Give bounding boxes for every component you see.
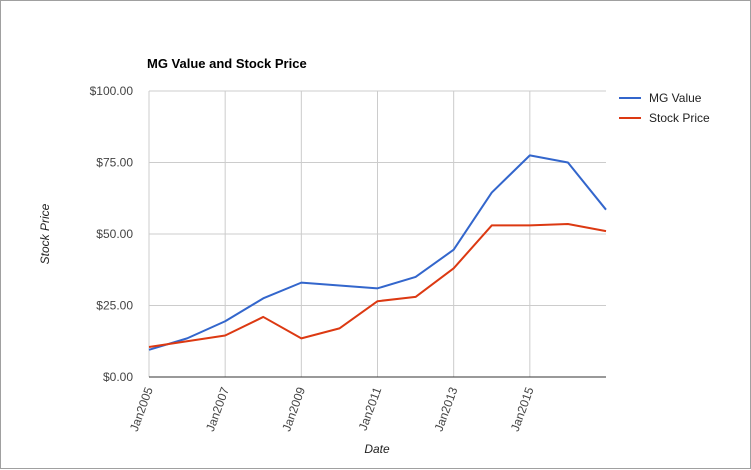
legend-label: Stock Price: [649, 111, 710, 125]
series-line-stock-price: [148, 222, 607, 348]
y-tick-label: $50.00: [96, 227, 133, 241]
x-axis-label: Date: [364, 442, 390, 456]
x-axis-ticks: Jan2005 Jan2007 Jan2009 Jan2011 Jan2013 Jan20…: [127, 385, 537, 433]
legend: MG Value Stock Price: [619, 91, 710, 125]
x-tick-label: Jan2005: [127, 385, 156, 433]
x-tick-label: Jan2011: [356, 385, 385, 433]
series-lines: [148, 154, 607, 351]
x-tick-label: Jan2009: [279, 385, 308, 433]
y-axis-ticks: $0.00 $25.00 $50.00 $75.00 $100.00: [90, 84, 134, 384]
y-tick-label: $75.00: [96, 156, 133, 170]
legend-label: MG Value: [649, 91, 702, 105]
y-tick-label: $0.00: [103, 370, 133, 384]
y-tick-label: $25.00: [96, 299, 133, 313]
x-tick-label: Jan2015: [508, 385, 537, 433]
gridlines: [148, 90, 606, 378]
y-tick-label: $100.00: [90, 84, 134, 98]
chart-title: MG Value and Stock Price: [147, 56, 307, 71]
x-tick-label: Jan2007: [203, 385, 232, 433]
x-tick-label: Jan2013: [432, 385, 461, 433]
series-line-mg-value: [148, 154, 607, 351]
y-axis-label: Stock Price: [38, 203, 52, 264]
